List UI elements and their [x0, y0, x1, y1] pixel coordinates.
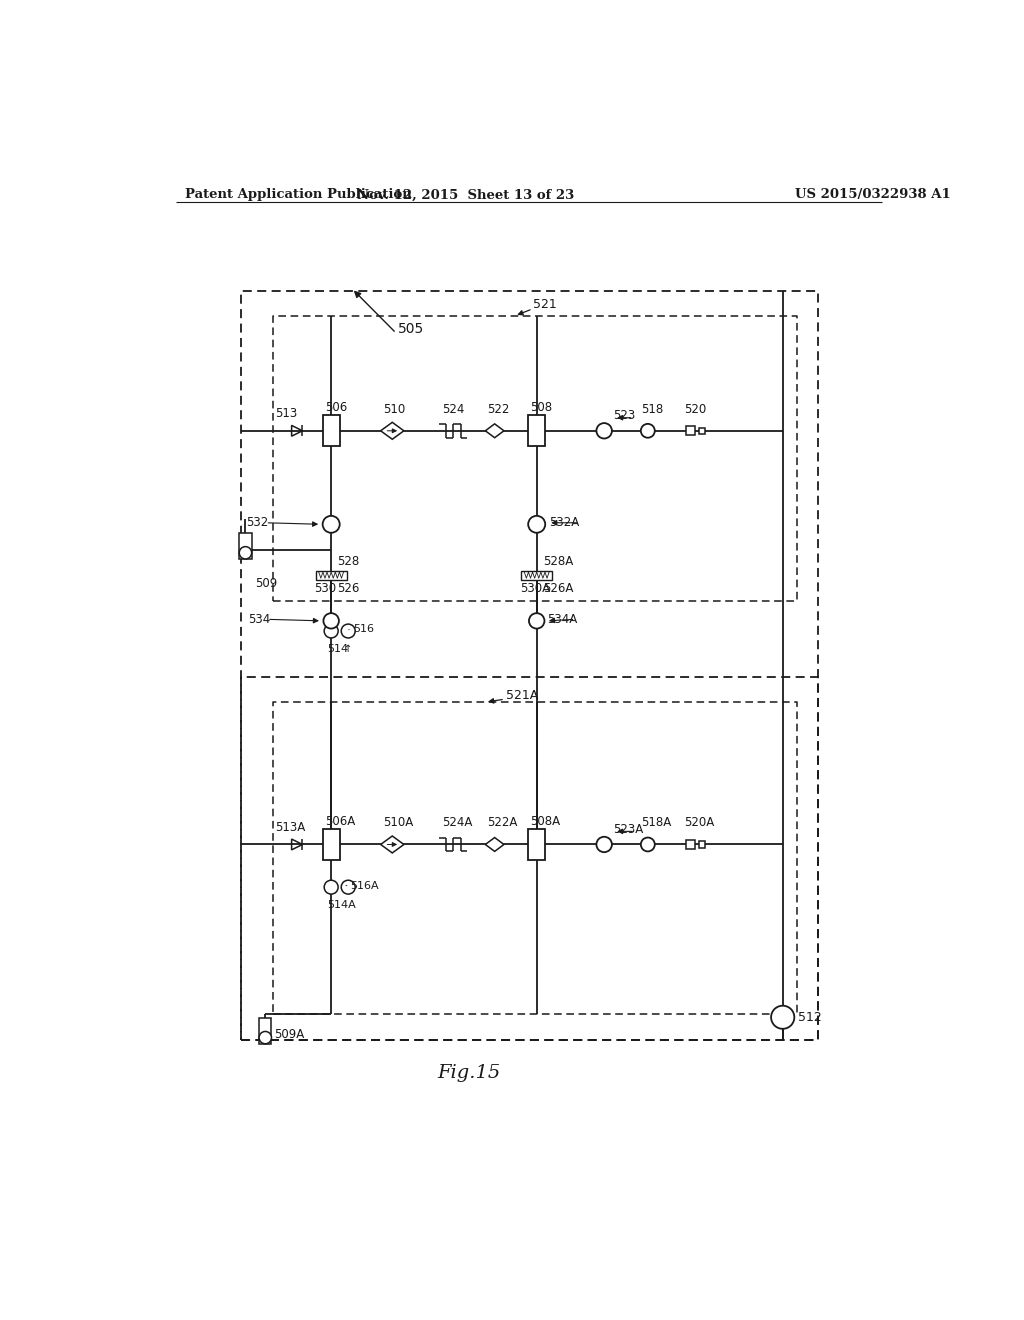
- Circle shape: [325, 880, 338, 894]
- Text: 532A: 532A: [549, 516, 580, 529]
- Text: 514: 514: [328, 644, 348, 655]
- Polygon shape: [381, 836, 403, 853]
- Circle shape: [323, 516, 340, 533]
- Polygon shape: [485, 424, 504, 438]
- Text: 520: 520: [684, 403, 707, 416]
- Text: 522: 522: [486, 403, 509, 416]
- Text: 514A: 514A: [328, 900, 356, 911]
- Bar: [528, 416, 545, 446]
- Bar: [686, 840, 695, 849]
- Circle shape: [324, 614, 339, 628]
- Bar: [699, 428, 706, 434]
- Bar: [240, 533, 252, 558]
- Text: 516: 516: [353, 624, 374, 635]
- Text: ↑: ↑: [344, 644, 352, 655]
- Text: 508A: 508A: [530, 814, 560, 828]
- Text: 524A: 524A: [442, 816, 473, 829]
- Polygon shape: [485, 838, 504, 851]
- Bar: [323, 829, 340, 859]
- Circle shape: [259, 1031, 271, 1044]
- Bar: [315, 570, 347, 579]
- Text: 513A: 513A: [275, 821, 305, 834]
- Text: 509A: 509A: [274, 1028, 305, 1041]
- Text: 505: 505: [397, 322, 424, 337]
- Text: 506A: 506A: [325, 814, 355, 828]
- Text: 528A: 528A: [543, 554, 573, 568]
- Circle shape: [341, 880, 355, 894]
- Bar: [323, 416, 340, 446]
- Text: 530A: 530A: [519, 582, 550, 595]
- Circle shape: [325, 624, 338, 638]
- Text: 528: 528: [337, 554, 359, 568]
- Bar: [686, 426, 695, 436]
- Circle shape: [596, 837, 612, 853]
- Circle shape: [529, 614, 545, 628]
- Text: Patent Application Publication: Patent Application Publication: [185, 189, 412, 202]
- Text: 523: 523: [613, 409, 636, 422]
- Text: 526: 526: [337, 582, 359, 595]
- Text: 521: 521: [532, 298, 556, 312]
- Text: 508: 508: [530, 401, 553, 414]
- Text: Fig.15: Fig.15: [437, 1064, 501, 1082]
- Text: 532: 532: [246, 516, 268, 529]
- Circle shape: [641, 838, 654, 851]
- Text: 521A: 521A: [506, 689, 538, 701]
- Circle shape: [341, 624, 355, 638]
- Text: 512: 512: [799, 1011, 822, 1024]
- Text: 513: 513: [275, 408, 298, 420]
- Bar: [259, 1018, 271, 1044]
- Text: 506: 506: [325, 401, 347, 414]
- Text: US 2015/0322938 A1: US 2015/0322938 A1: [795, 189, 950, 202]
- Text: 522A: 522A: [486, 816, 517, 829]
- Text: 510: 510: [383, 403, 406, 416]
- Circle shape: [596, 424, 612, 438]
- Text: 526A: 526A: [543, 582, 573, 595]
- Text: 523A: 523A: [613, 822, 644, 836]
- Text: 524: 524: [442, 403, 465, 416]
- Text: Nov. 12, 2015  Sheet 13 of 23: Nov. 12, 2015 Sheet 13 of 23: [356, 189, 573, 202]
- Polygon shape: [381, 422, 403, 440]
- Text: 518A: 518A: [642, 816, 672, 829]
- Circle shape: [528, 516, 545, 533]
- Text: 534: 534: [249, 612, 270, 626]
- Text: 509: 509: [255, 577, 278, 590]
- Bar: [521, 570, 552, 579]
- Text: 530: 530: [314, 582, 336, 595]
- Text: 520A: 520A: [684, 816, 715, 829]
- Text: 516A: 516A: [350, 880, 379, 891]
- Bar: [528, 829, 545, 859]
- Circle shape: [641, 424, 654, 438]
- Bar: [699, 841, 706, 847]
- Circle shape: [771, 1006, 795, 1028]
- Circle shape: [240, 546, 252, 558]
- Text: 510A: 510A: [383, 816, 414, 829]
- Text: 534A: 534A: [548, 612, 578, 626]
- Text: 518: 518: [642, 403, 664, 416]
